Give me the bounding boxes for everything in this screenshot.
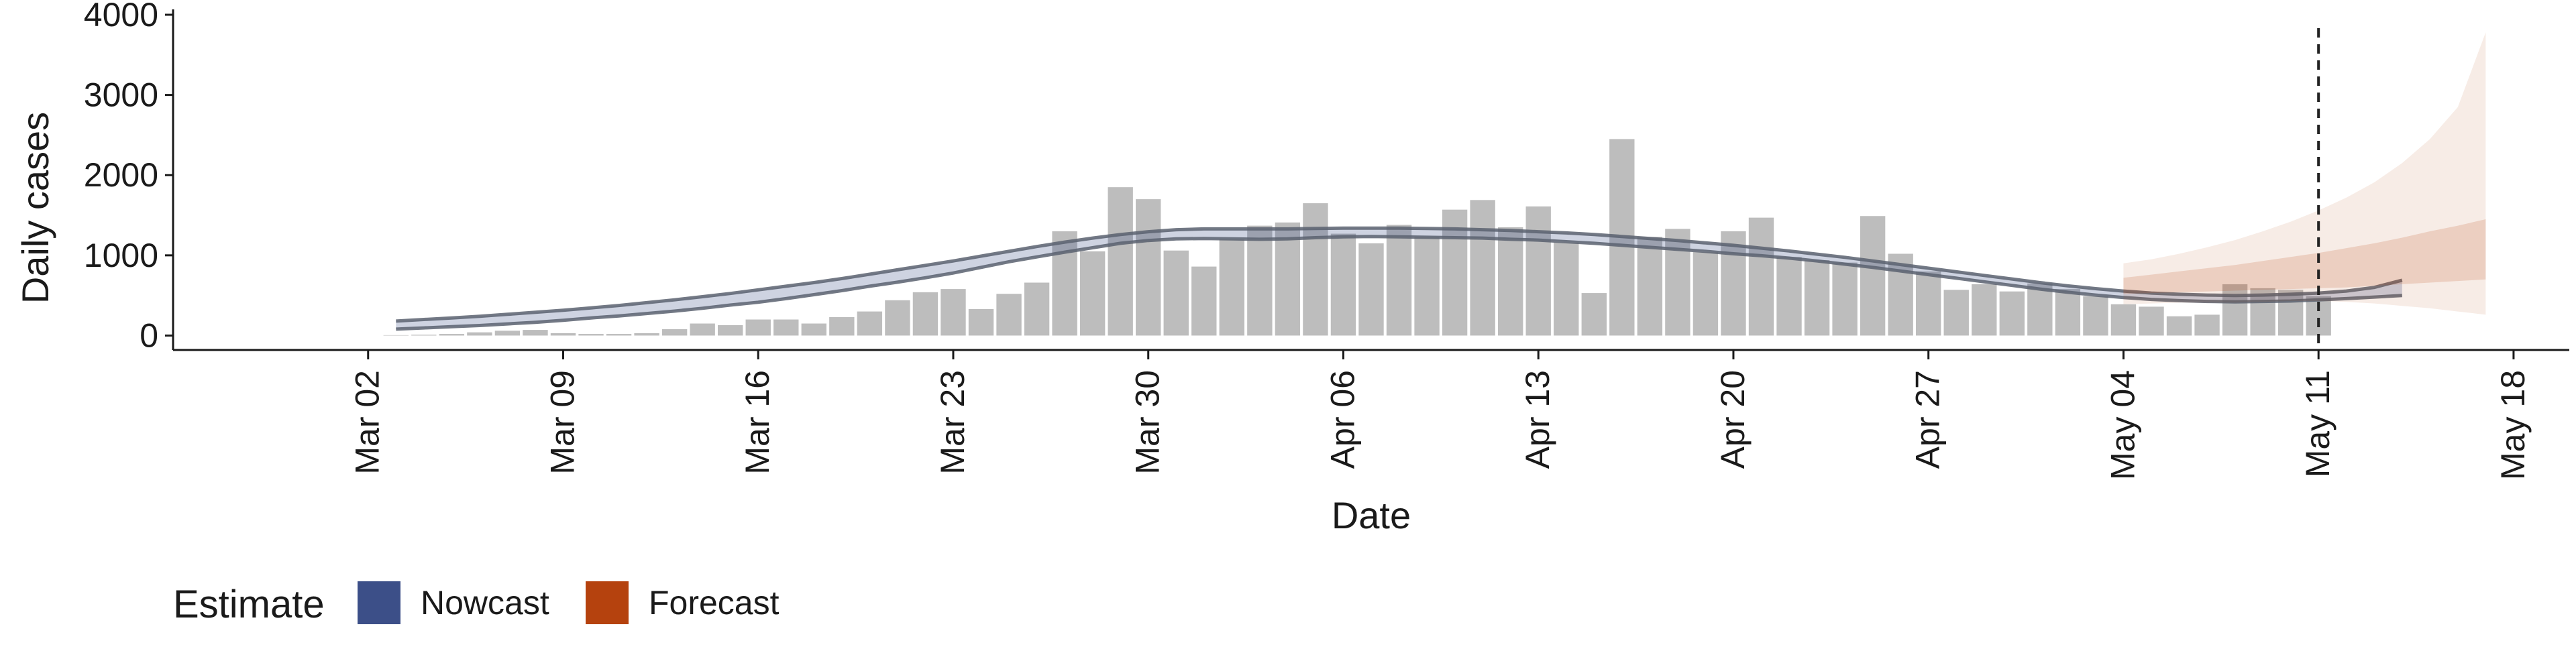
case-bar [1943,290,1969,336]
case-bar [745,319,771,336]
case-bar [2110,304,2137,336]
case-bar [523,330,548,336]
case-bar [1414,237,1440,336]
case-bar [1581,293,1607,336]
x-tick-label: Apr 20 [1714,370,1752,469]
x-tick-label: May 11 [2299,370,2337,477]
y-tick-label: 3000 [84,76,158,114]
case-bar [1079,251,1106,336]
x-tick-label: May 04 [2104,370,2141,480]
legend-title: Estimate [173,583,325,626]
nowcast-upper-line [396,226,2403,323]
case-bar [550,333,576,336]
case-bar [718,325,743,336]
case-bar [2222,284,2248,336]
x-tick-label: Apr 13 [1519,370,1556,469]
legend-label: Forecast [649,584,780,622]
case-bar [1470,200,1495,336]
case-bar [2194,314,2220,336]
case-bar [968,308,994,336]
case-bar [1888,253,1913,336]
case-bar [606,334,632,336]
case-bar [941,289,966,336]
case-bar [1163,250,1189,336]
case-bar [885,300,910,336]
case-bar [1665,229,1690,336]
y-tick-label: 0 [140,316,158,354]
case-bar [1693,252,1719,336]
case-bar [1497,227,1523,336]
case-bar [996,294,1022,336]
case-bar [1776,257,1802,336]
x-tick-label: Apr 27 [1909,370,1947,469]
case-bar [2139,306,2164,336]
legend-swatch [358,581,400,624]
case-bar [661,329,688,336]
y-axis-title: Daily cases [14,112,56,304]
case-bar [383,335,409,336]
case-bar [773,319,799,336]
legend: Estimate Nowcast Forecast [173,581,780,626]
nowcast-lower-line [396,235,2402,331]
axes: 0 1000 2000 3000 4000 Mar 02 Mar 09 Mar 16 Mar 2… [84,0,2569,480]
case-bar [1748,217,1774,336]
case-bar [2277,290,2304,336]
case-bar [1554,242,1579,336]
case-bar [801,323,826,336]
case-bar [439,334,465,336]
y-tick-label: 4000 [84,0,158,34]
case-bar [690,323,715,336]
forecast-band-50 [2123,219,2486,294]
case-bar [1219,239,1245,336]
case-bar [1247,225,1273,336]
x-tick-label: Mar 09 [543,370,581,475]
case-bar [1136,199,1161,336]
case-bar [1832,262,1858,336]
case-bar [1916,271,1941,336]
x-tick-label: Mar 23 [934,370,971,475]
case-bar [1108,187,1133,336]
case-bar [494,331,521,336]
case-bar [2166,316,2192,336]
case-bar [578,334,604,336]
case-bar [634,333,659,336]
case-bar [1804,260,1830,336]
case-bar [1860,216,1886,336]
case-bar [2083,296,2108,336]
y-tick-label: 2000 [84,156,158,194]
x-axis-title: Date [1332,494,1411,536]
estimate-bands [396,32,2486,331]
x-tick-label: Mar 02 [349,370,386,475]
x-tick-label: Mar 30 [1129,370,1167,475]
case-bar [857,311,883,336]
case-bar [1721,231,1746,336]
case-bar [912,292,938,336]
case-bar [1637,237,1663,336]
case-bar [1330,233,1356,336]
forecast-band-90 [2123,32,2486,315]
case-bar [829,316,855,336]
case-bar [2055,289,2081,336]
case-bar [1358,243,1384,336]
legend-label: Nowcast [421,584,549,622]
case-bar [2027,283,2053,336]
case-bar [1052,231,1077,336]
y-tick-label: 1000 [84,237,158,274]
legend-swatch [586,581,629,624]
case-bar [1024,282,1050,336]
case-bar [1386,225,1412,336]
case-bar [1191,266,1217,336]
x-tick-label: Apr 06 [1324,370,1361,469]
case-bar [1275,222,1301,336]
case-bar [1525,206,1551,336]
case-bar [1972,284,1997,336]
case-bar [1999,291,2025,336]
x-tick-label: Mar 16 [739,370,776,475]
x-tick-label: May 18 [2494,370,2532,480]
case-bar [1303,203,1328,336]
reported-cases-bars [383,139,2331,336]
case-bar [467,332,492,336]
